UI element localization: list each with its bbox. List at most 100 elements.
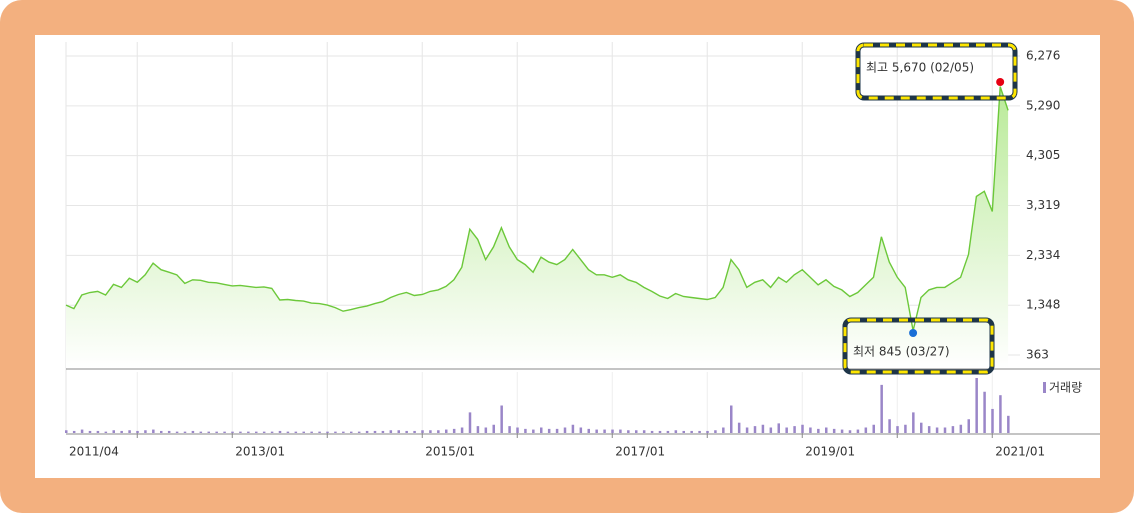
volume-bar	[524, 428, 527, 433]
volume-bar	[999, 395, 1002, 433]
volume-bar	[571, 424, 575, 433]
x-tick-label: 2011/04	[69, 445, 119, 459]
volume-bar	[350, 431, 353, 433]
volume-bar	[342, 431, 345, 433]
volume-bar	[183, 431, 187, 433]
volume-bar	[516, 427, 519, 433]
volume-bar	[397, 430, 400, 433]
annotation-label: 최저 845 (03/27)	[853, 345, 950, 359]
volume-bar	[144, 430, 147, 433]
volume-bar	[761, 424, 765, 433]
y-tick-label: 363	[1026, 348, 1049, 362]
volume-bar	[199, 431, 203, 433]
volume-bar	[72, 430, 76, 433]
volume-bar	[231, 431, 234, 433]
volume-bar	[666, 430, 670, 433]
volume-bar	[801, 424, 804, 433]
x-tick-label: 2021/01	[995, 445, 1045, 459]
volume-bar	[745, 427, 749, 433]
volume-bar	[405, 430, 408, 433]
volume-bar	[555, 428, 559, 433]
volume-bar	[278, 430, 282, 433]
volume-bar	[563, 427, 567, 433]
volume-bar	[175, 431, 179, 433]
x-tick-label: 2015/01	[425, 445, 475, 459]
volume-bar	[191, 430, 195, 433]
y-tick-label: 1,348	[1026, 298, 1060, 312]
volume-bar	[927, 426, 931, 433]
volume-bar	[769, 427, 773, 433]
volume-bar	[460, 427, 464, 433]
legend-label: 거래량	[1049, 381, 1082, 395]
volume-bar	[658, 430, 662, 433]
volume-bar	[389, 430, 393, 433]
volume-bar	[730, 405, 733, 433]
volume-bar	[96, 430, 100, 433]
volume-bar	[896, 426, 899, 433]
volume-bar	[302, 431, 305, 433]
volume-bar	[603, 429, 606, 433]
volume-bar	[88, 430, 92, 433]
volume-bar	[112, 430, 115, 433]
volume-bar	[381, 430, 385, 433]
volume-bar	[468, 412, 472, 433]
highlight-box-dash	[856, 43, 1017, 100]
price-line	[65, 86, 1009, 331]
volume-bar	[888, 419, 891, 433]
volume-bar	[445, 429, 448, 433]
volume-bar	[326, 431, 329, 433]
volume-bar	[737, 422, 741, 433]
volume-bar	[136, 430, 139, 433]
volume-bar	[104, 431, 108, 433]
volume-bar	[619, 429, 622, 433]
volume-bar	[832, 428, 836, 433]
volume-bar	[943, 427, 947, 433]
volume-bar	[429, 430, 432, 433]
volume-bar	[904, 424, 907, 433]
volume-bar	[120, 430, 123, 433]
volume-bar	[991, 408, 994, 433]
volume-bar	[698, 430, 701, 433]
volume-bar	[167, 430, 171, 433]
volume-bar	[690, 430, 693, 433]
volume-bar	[722, 427, 725, 433]
volume-bar	[207, 431, 210, 433]
volume-bar	[334, 431, 337, 433]
highlight-box-dash	[843, 318, 994, 374]
volume-bar	[310, 431, 313, 433]
volume-bar	[294, 431, 298, 433]
volume-bar	[967, 419, 970, 433]
volume-bar	[951, 426, 955, 433]
volume-bar	[912, 412, 915, 433]
volume-bar	[611, 429, 614, 433]
volume-bar	[935, 427, 939, 433]
volume-bar	[587, 428, 590, 433]
volume-bar	[817, 428, 820, 433]
volume-bar	[532, 429, 535, 433]
volume-bar	[239, 431, 242, 433]
volume-bar	[540, 427, 543, 433]
volume-bar	[476, 426, 480, 433]
volume-bar	[856, 429, 860, 433]
volume-bar	[128, 430, 131, 433]
volume-bar	[595, 429, 598, 433]
volume-bar	[262, 431, 266, 433]
legend-swatch	[1043, 382, 1046, 393]
volume-bar	[840, 429, 844, 433]
volume-bar	[152, 429, 155, 433]
volume-bar	[255, 431, 258, 433]
y-tick-label: 2,334	[1026, 248, 1060, 262]
volume-bar	[373, 430, 377, 433]
volume-bar	[682, 430, 685, 433]
y-tick-label: 5,290	[1026, 98, 1060, 112]
volume-bar	[825, 427, 828, 433]
volume-bar	[492, 424, 495, 433]
volume-bar	[215, 431, 218, 433]
volume-bar	[714, 430, 717, 433]
volume-bar	[437, 430, 440, 433]
y-tick-label: 3,319	[1026, 198, 1060, 212]
volume-bar	[452, 428, 456, 433]
volume-bar	[160, 430, 163, 433]
